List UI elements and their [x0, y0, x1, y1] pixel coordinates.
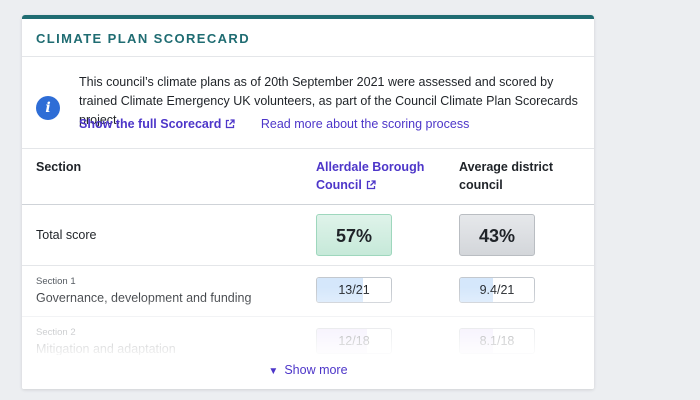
average-score-value: 9.4/21	[479, 283, 515, 297]
caret-down-icon: ▼	[268, 366, 279, 377]
table-row: Section 1 Governance, development and fu…	[22, 266, 594, 317]
show-full-scorecard-link[interactable]: Show the full Scorecard	[79, 117, 236, 131]
external-link-icon	[226, 119, 236, 129]
council-link[interactable]: Allerdale Borough Council	[316, 160, 424, 192]
total-score-row: Total score 57% 43%	[22, 205, 594, 266]
show-more-label: Show more	[284, 363, 348, 377]
council-score-value: 12/18	[338, 334, 370, 348]
show-more-button[interactable]: ▼ Show more	[22, 355, 594, 389]
average-section-score: 8.1/18	[459, 328, 535, 354]
council-section-score: 13/21	[316, 277, 392, 303]
external-link-icon	[366, 180, 376, 190]
intro-links: Show the full Scorecard Read more about …	[79, 117, 469, 131]
table-header: Section Allerdale Borough Council Averag…	[22, 149, 594, 205]
scoring-process-link[interactable]: Read more about the scoring process	[260, 117, 470, 131]
average-column-header: Average district council	[459, 160, 554, 192]
intro-section: i This council’s climate plans as of 20t…	[22, 57, 594, 149]
council-score-value: 13/21	[338, 283, 370, 297]
section-column-header: Section	[36, 160, 82, 174]
section-number: Section 1	[36, 276, 76, 287]
average-score-value: 8.1/18	[479, 334, 515, 348]
average-section-score: 9.4/21	[459, 277, 535, 303]
intro-text: This council’s climate plans as of 20th …	[79, 75, 578, 127]
climate-scorecard-card: CLIMATE PLAN SCORECARD i This council’s …	[22, 15, 594, 389]
average-total-score: 43%	[459, 214, 535, 256]
show-full-scorecard-label: Show the full Scorecard	[79, 117, 222, 131]
council-column-header: Allerdale Borough Council	[316, 158, 436, 194]
card-header: CLIMATE PLAN SCORECARD	[22, 19, 594, 57]
card-title: CLIMATE PLAN SCORECARD	[36, 31, 250, 46]
section-name: Mitigation and adaptation	[36, 342, 176, 356]
council-section-score: 12/18	[316, 328, 392, 354]
info-icon: i	[36, 96, 60, 120]
council-total-score: 57%	[316, 214, 392, 256]
section-name: Governance, development and funding	[36, 291, 252, 305]
council-link-label: Allerdale Borough Council	[316, 160, 425, 192]
total-score-label: Total score	[36, 228, 97, 242]
section-number: Section 2	[36, 327, 76, 338]
